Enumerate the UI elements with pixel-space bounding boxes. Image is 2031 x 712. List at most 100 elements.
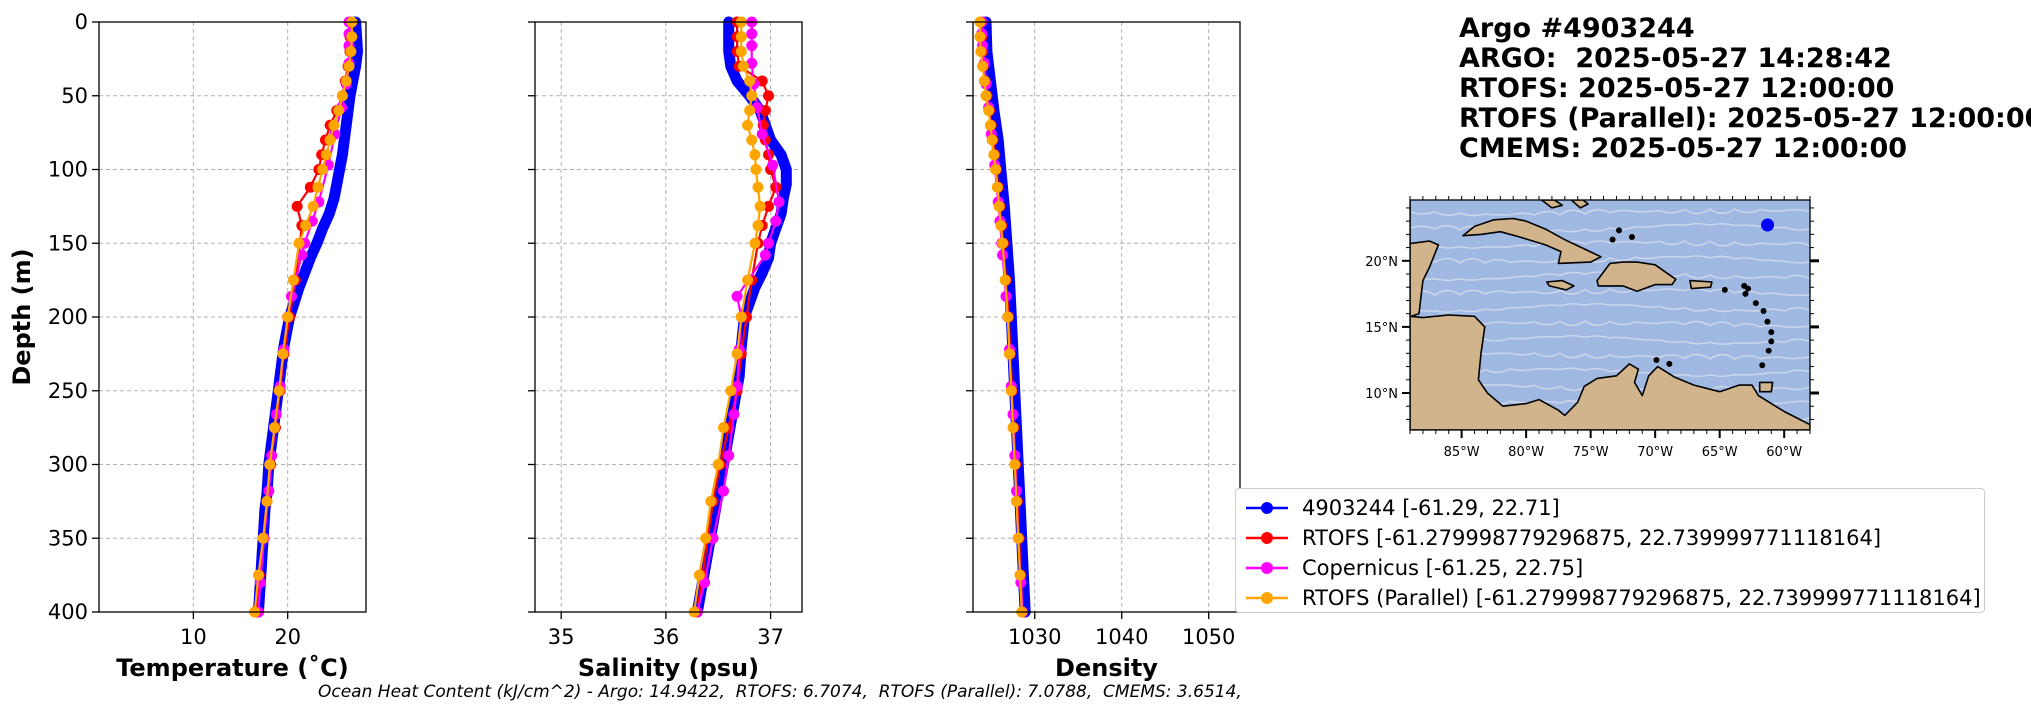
island <box>1764 318 1771 325</box>
series-line <box>696 20 781 614</box>
data-point <box>273 385 285 397</box>
data-point <box>750 164 762 175</box>
data-point <box>291 200 303 212</box>
data-point <box>776 149 787 160</box>
legend-swatch-rtofs <box>1246 532 1288 544</box>
island <box>1741 282 1748 289</box>
legend-item-argo: 4903244 [-61.29, 22.71] <box>1244 493 1560 523</box>
panel-temperature: 0 50 100 150 200 250 300 350 400 10 20 Temperature … <box>8 10 367 682</box>
series-group <box>249 16 363 618</box>
data-point <box>324 134 336 146</box>
island <box>1628 234 1635 241</box>
data-point <box>328 194 339 204</box>
data-point <box>756 128 768 140</box>
data-point <box>264 459 276 470</box>
data-point <box>693 569 705 581</box>
data-point <box>773 196 785 208</box>
legend-swatch-copernicus <box>1246 562 1288 574</box>
map-lon-label: 85°W <box>1444 445 1480 460</box>
land-mass <box>1758 381 1774 393</box>
data-point <box>257 532 269 544</box>
map-lat-label: 15°N <box>1365 321 1398 336</box>
data-point <box>728 408 740 420</box>
data-point <box>339 135 350 145</box>
data-point <box>735 311 747 323</box>
data-point <box>725 61 736 72</box>
map-lon-label: 65°W <box>1702 445 1738 460</box>
series-group <box>974 16 1031 618</box>
legend-marker <box>1261 502 1273 514</box>
land-mass <box>1689 279 1713 290</box>
data-point <box>296 249 308 261</box>
island <box>1765 347 1772 354</box>
data-point <box>282 311 294 323</box>
data-point <box>717 485 729 497</box>
y-axis-label: Depth (m) <box>8 248 36 385</box>
data-point <box>343 60 355 72</box>
data-point <box>997 237 1009 249</box>
data-point <box>988 149 1000 161</box>
data-point <box>1004 348 1016 360</box>
data-point <box>334 164 345 175</box>
data-point <box>735 31 747 43</box>
info-block: Argo #4903244 ARGO: 2025-05-27 14:28:42 … <box>1459 14 2031 164</box>
legend-marker <box>1261 532 1273 544</box>
float-title: Argo #4903244 <box>1459 13 1695 44</box>
x-tick-label: 36 <box>653 625 680 649</box>
data-point <box>737 60 749 72</box>
data-point <box>770 215 782 227</box>
data-point <box>980 90 992 102</box>
data-point <box>305 253 316 263</box>
data-point <box>345 46 357 57</box>
rtofs-time: RTOFS: 2025-05-27 12:00:00 <box>1459 73 1895 104</box>
map-lon-label: 60°W <box>1766 445 1802 460</box>
data-point <box>328 119 340 131</box>
legend-label-rtofs: RTOFS [-61.279998779296875, 22.739999771… <box>1302 526 1882 550</box>
argo-time: ARGO: 2025-05-27 14:28:42 <box>1459 43 1892 74</box>
data-point <box>263 485 275 497</box>
data-point <box>776 208 787 219</box>
data-point <box>977 60 989 72</box>
map-frame <box>1409 199 1811 431</box>
data-point <box>975 46 987 57</box>
map-lon-label: 75°W <box>1573 445 1609 460</box>
map-lon-label: 80°W <box>1508 445 1544 460</box>
data-point <box>723 450 735 462</box>
current-streamline <box>1410 287 1810 296</box>
data-point <box>340 75 352 87</box>
current-streamline <box>1410 320 1810 328</box>
data-point <box>317 223 328 234</box>
data-point <box>752 220 764 232</box>
data-point <box>287 274 299 286</box>
map-lat-label: 10°N <box>1365 387 1398 402</box>
island <box>1768 329 1775 336</box>
data-point <box>756 75 768 87</box>
legend-marker <box>1261 562 1273 574</box>
x-tick-label: 1030 <box>1008 625 1061 649</box>
data-point <box>974 31 986 43</box>
data-point <box>312 181 324 193</box>
float-location-marker <box>1761 218 1775 232</box>
data-point <box>993 200 1005 212</box>
x-axis-label: Density <box>1055 654 1158 682</box>
data-point <box>344 90 355 101</box>
data-point <box>307 200 319 212</box>
island <box>1742 290 1749 297</box>
data-point <box>744 75 756 87</box>
data-point <box>293 237 305 249</box>
map-lat-label: 20°N <box>1365 255 1398 270</box>
data-point <box>717 422 729 434</box>
data-point <box>1009 459 1021 470</box>
data-point <box>731 290 743 302</box>
data-point <box>317 164 329 175</box>
data-point <box>757 267 768 278</box>
x-tick-label: 1040 <box>1095 625 1148 649</box>
land-mass <box>1570 200 1589 209</box>
data-point <box>1010 495 1022 507</box>
ocean-heat-content-text: Ocean Heat Content (kJ/cm^2) - Argo: 14.… <box>318 682 1242 702</box>
data-point <box>999 274 1011 286</box>
data-point <box>762 90 774 102</box>
island <box>1609 236 1616 243</box>
current-streamline <box>1410 255 1810 264</box>
island <box>1759 362 1766 369</box>
